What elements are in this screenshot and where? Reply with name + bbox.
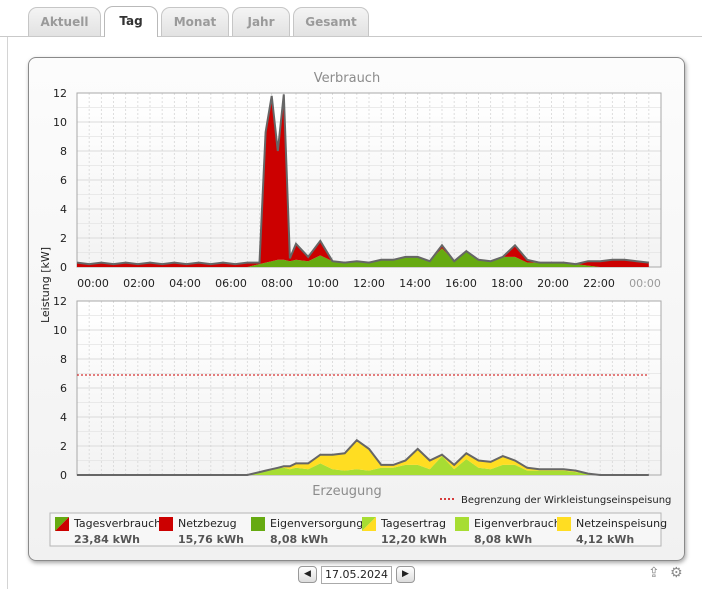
arrow-left-icon: ◀: [304, 569, 311, 579]
legend-value: 15,76 kWh: [178, 533, 244, 546]
y-tick-label: 12: [53, 87, 67, 100]
x-tick-label: 00:00: [629, 277, 661, 290]
production-chart: 0 2 4 6 8 10 12: [53, 295, 662, 482]
y-tick-label: 4: [60, 411, 67, 424]
y-tick-label: 6: [60, 382, 67, 395]
x-tick-label: 12:00: [353, 277, 385, 290]
arrow-right-icon: ▶: [402, 569, 409, 579]
production-chart-title: Erzeugung: [312, 484, 382, 499]
x-tick-label: 00:00: [77, 277, 109, 290]
legend-swatch: [55, 517, 69, 531]
legend-label: Eigenverbrauch: [474, 517, 561, 530]
y-tick-label: 0: [60, 469, 67, 482]
legend-swatch: [362, 517, 376, 531]
y-tick-label: 2: [60, 440, 67, 453]
legend-item: Tagesverbrauch 23,84 kWh: [55, 517, 161, 546]
tab-tag[interactable]: Tag: [104, 6, 158, 37]
legend-label: Eigenversorgung: [270, 517, 363, 530]
y-tick-label: 0: [60, 261, 67, 274]
y-tick-label: 2: [60, 232, 67, 245]
y-tick-label: 12: [53, 295, 67, 308]
x-tick-label: 14:00: [399, 277, 431, 290]
legend-value: 8,08 kWh: [270, 533, 328, 546]
legend-value: 23,84 kWh: [74, 533, 140, 546]
y-tick-label: 6: [60, 174, 67, 187]
x-tick-label: 22:00: [583, 277, 615, 290]
legend-label: Tagesertrag: [380, 517, 446, 530]
y-tick-label: 10: [53, 116, 67, 129]
x-tick-label: 18:00: [491, 277, 523, 290]
legend-label: Netzbezug: [178, 517, 237, 530]
legend-swatch: [455, 517, 469, 531]
legend-swatch: [159, 517, 173, 531]
x-tick-label: 20:00: [537, 277, 569, 290]
date-navigation: ◀ 17.05.2024 ▶: [0, 566, 702, 584]
date-field[interactable]: 17.05.2024: [321, 566, 392, 584]
y-tick-label: 8: [60, 145, 67, 158]
x-tick-label: 02:00: [123, 277, 155, 290]
x-tick-label: 04:00: [169, 277, 201, 290]
limit-legend: Begrenzung der Wirkleistungseinspeisung: [440, 495, 671, 506]
tab-aktuell[interactable]: Aktuell: [28, 7, 101, 36]
legend-item: Tagesertrag 12,20 kWh: [362, 517, 447, 546]
next-day-button[interactable]: ▶: [396, 566, 415, 583]
prev-day-button[interactable]: ◀: [298, 566, 317, 583]
legend-item: Eigenversorgung 8,08 kWh: [251, 517, 363, 546]
gear-icon[interactable]: ⚙: [670, 565, 683, 581]
limit-legend-label: Begrenzung der Wirkleistungseinspeisung: [461, 495, 671, 506]
legend-swatch: [251, 517, 265, 531]
series-area-eigenversorgung: [77, 248, 649, 267]
x-tick-label: 16:00: [445, 277, 477, 290]
content-border: [7, 37, 8, 589]
series-area-eigenverbrauch: [77, 456, 649, 475]
consumption-chart: 0 2 4 6 8 10 12 00:00 02:00 04:00 06:00 08:00 10:00 1…: [53, 87, 662, 290]
legend-value: 12,20 kWh: [381, 533, 447, 546]
export-icon[interactable]: ⇪: [648, 565, 660, 581]
legend-value: 8,08 kWh: [474, 533, 532, 546]
tab-gesamt[interactable]: Gesamt: [293, 7, 369, 36]
y-axis-label: Leistung [kW]: [39, 247, 52, 323]
y-tick-label: 8: [60, 353, 67, 366]
tab-divider: [0, 36, 702, 37]
y-tick-label: 10: [53, 324, 67, 337]
legend: Tagesverbrauch 23,84 kWh Netzbezug 15,76 kW…: [55, 517, 667, 546]
tab-bar: Aktuell Tag Monat Jahr Gesamt: [0, 0, 702, 37]
total-outline: [77, 438, 649, 476]
consumption-chart-title: Verbrauch: [314, 71, 380, 86]
x-tick-label: 10:00: [307, 277, 339, 290]
tab-monat[interactable]: Monat: [161, 7, 229, 36]
legend-label: Netzeinspeisung: [576, 517, 667, 530]
legend-swatch: [557, 517, 571, 531]
y-tick-label: 4: [60, 203, 67, 216]
legend-item: Eigenverbrauch 8,08 kWh: [455, 517, 561, 546]
legend-label: Tagesverbrauch: [73, 517, 161, 530]
series-area-netzeinspeisung: [77, 440, 649, 475]
x-tick-label: 08:00: [261, 277, 293, 290]
x-tick-label: 06:00: [215, 277, 247, 290]
legend-item: Netzbezug 15,76 kWh: [159, 517, 244, 546]
legend-item: Netzeinspeisung 4,12 kWh: [557, 517, 667, 546]
tab-jahr[interactable]: Jahr: [232, 7, 290, 36]
legend-value: 4,12 kWh: [576, 533, 634, 546]
total-outline: [76, 94, 649, 266]
